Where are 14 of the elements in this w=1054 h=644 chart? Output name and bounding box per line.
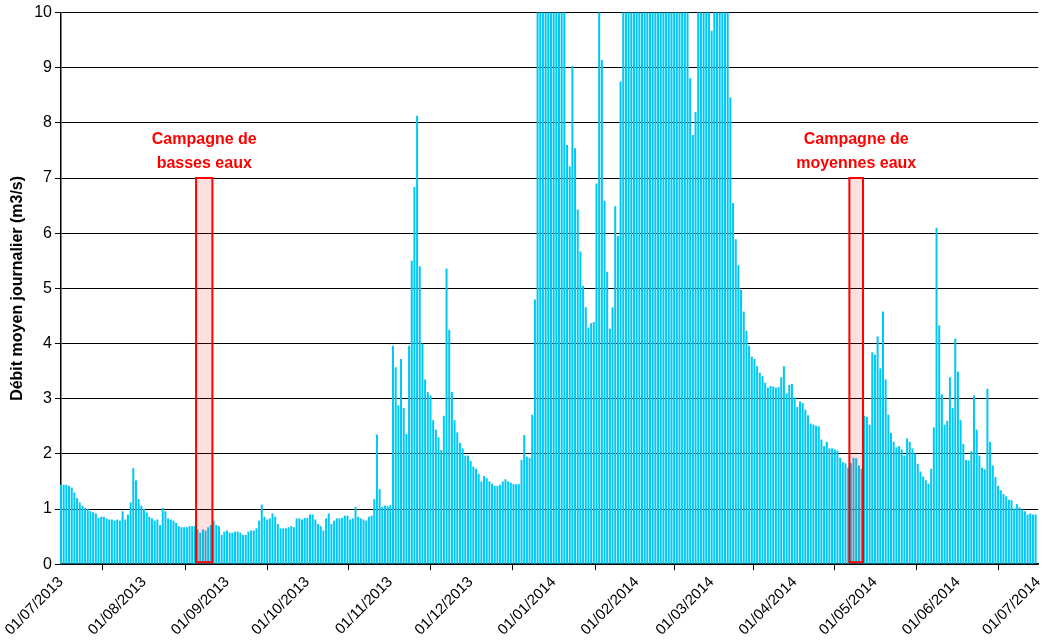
y-tick-label: 4 [43,333,53,351]
y-tick-label: 8 [43,113,53,131]
y-tick-label: 1 [43,499,53,517]
y-tick-label: 6 [43,223,53,241]
y-tick-label: 9 [43,58,53,76]
y-tick-label: 10 [34,3,53,21]
band-label: Campagne de moyennes eaux [796,130,917,172]
y-tick-label: 2 [43,444,53,462]
y-tick-label: 5 [43,278,53,296]
y-tick-label: 0 [43,554,53,572]
y-tick-label: 3 [43,389,53,407]
y-axis-title: Débit moyen journalier (m3/s) [8,175,26,401]
y-tick-label: 7 [43,168,53,186]
band-label: Campagne de basses eaux [151,130,257,172]
